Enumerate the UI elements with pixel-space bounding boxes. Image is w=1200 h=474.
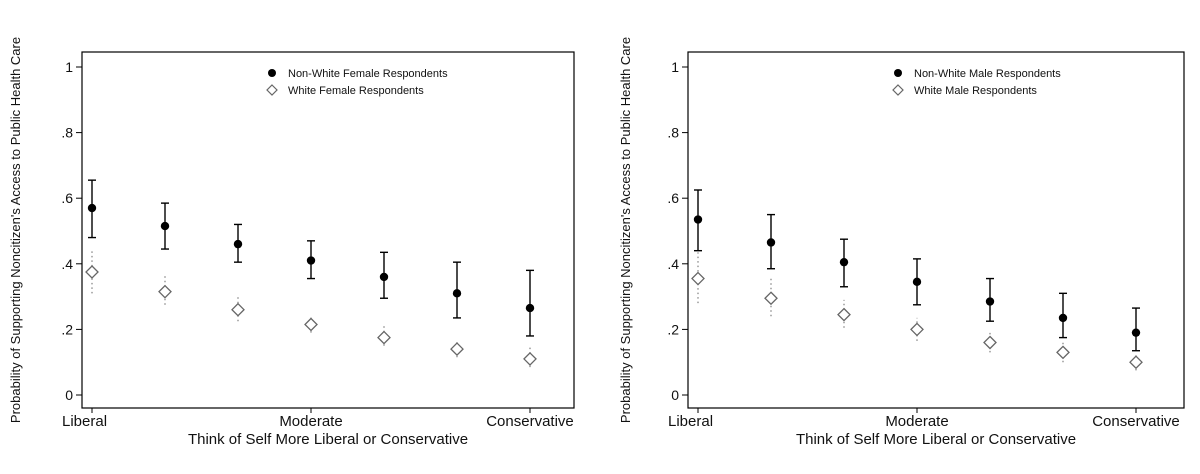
data-point-nonwhite [839,257,849,267]
y-tick-label: .4 [61,256,73,272]
data-point-white [910,322,924,337]
x-axis-title: Think of Self More Liberal or Conservati… [796,431,1076,448]
x-axis-title: Think of Self More Liberal or Conservati… [188,431,468,448]
data-point-nonwhite [1131,328,1141,337]
data-point-white [837,307,851,322]
legend-label-nonwhite: Non-White Female Respondents [288,68,448,80]
y-tick-label: .8 [61,125,73,141]
legend-marker-nonwhite [894,69,902,77]
plot-frame [81,51,575,409]
y-tick-label: 1 [65,59,73,75]
data-point-white [691,271,705,286]
data-point-white [1056,345,1070,360]
data-point-white [523,352,537,366]
data-point-nonwhite [525,303,535,313]
chart-panel-female: 0 .2 .4 .6 .8 1 Liberal Moderate Conservative Thi… [8,37,575,448]
data-point-nonwhite [985,297,995,306]
data-point-nonwhite [87,203,97,213]
legend-label-white: White Male Respondents [914,85,1037,97]
data-point-nonwhite [766,238,776,247]
data-point-nonwhite [306,256,316,265]
y-tick-label: .6 [667,190,679,206]
x-tick-label: Liberal [668,413,713,430]
legend-marker-white [266,84,278,96]
data-point-nonwhite [912,277,922,287]
data-point-nonwhite [693,215,703,224]
y-tick-label: .2 [61,321,73,337]
data-point-white [304,317,318,332]
y-axis-title: Probability of Supporting Noncitizen's A… [618,37,633,423]
legend-marker-nonwhite [268,69,276,77]
plot-frame [687,51,1185,409]
y-tick-label: .6 [61,190,73,206]
y-tick-label: .2 [667,321,679,337]
y-tick-label: .8 [667,125,679,141]
y-tick-label: 0 [671,387,679,403]
x-tick-label: Moderate [885,413,948,430]
y-tick-label: 0 [65,387,73,403]
data-point-nonwhite [233,239,243,249]
x-tick-label: Liberal [62,413,107,430]
data-point-white [983,335,997,350]
data-point-white [764,291,778,306]
data-point-nonwhite [160,221,170,231]
data-point-white [85,265,99,279]
data-point-nonwhite [379,272,389,282]
y-tick-label: 1 [671,59,679,75]
x-tick-label: Moderate [279,413,342,430]
data-point-nonwhite [452,289,462,298]
data-point-white [450,342,464,356]
data-point-white [1129,355,1143,370]
data-point-white [231,302,245,317]
data-point-white [377,330,391,345]
x-tick-label: Conservative [486,413,574,430]
legend-label-white: White Female Respondents [288,85,424,97]
data-point-nonwhite [1058,313,1068,323]
chart-panel-male: 0 .2 .4 .6 .8 1 Liberal Moderate Conservative Thi… [618,37,1185,448]
data-point-white [158,284,172,299]
legend-marker-white [892,84,904,96]
legend-label-nonwhite: Non-White Male Respondents [914,68,1061,80]
x-tick-label: Conservative [1092,413,1180,430]
y-axis-title: Probability of Supporting Noncitizen's A… [8,37,23,423]
y-tick-label: .4 [667,256,679,272]
